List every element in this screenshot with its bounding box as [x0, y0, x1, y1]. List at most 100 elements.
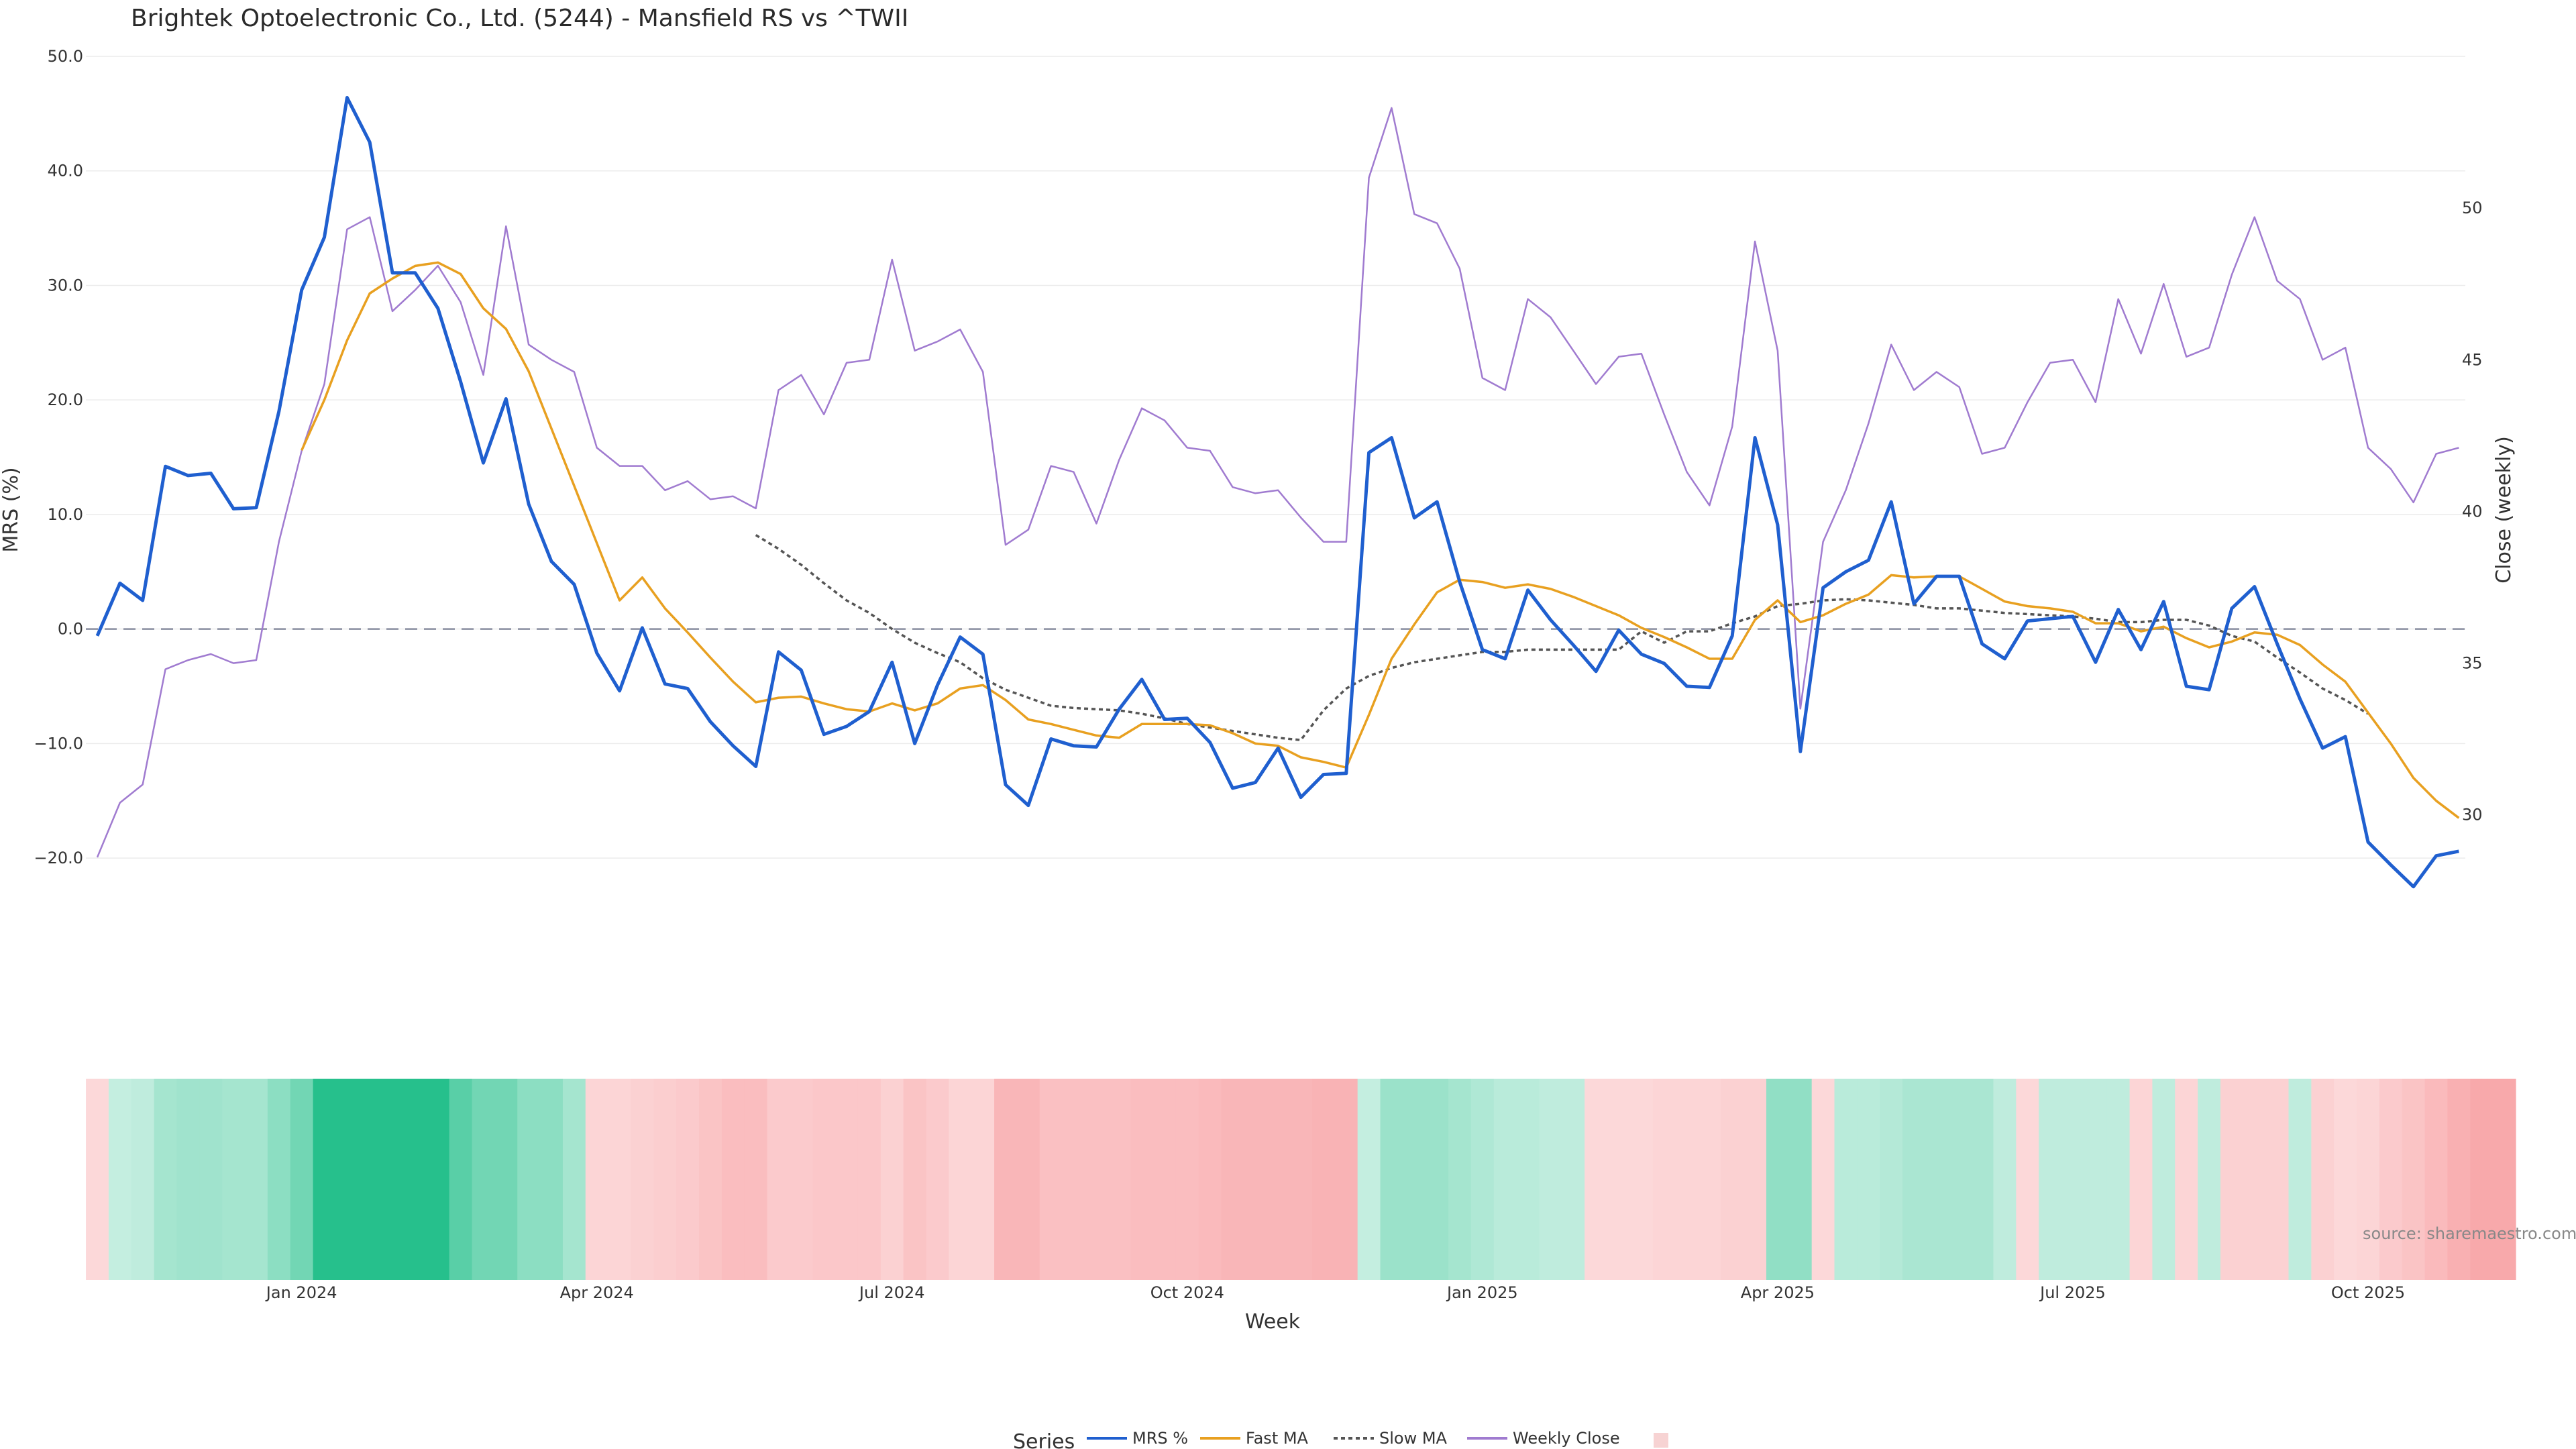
heatmap-cell [176, 1079, 200, 1280]
y2-tick-label: 50 [2462, 199, 2483, 217]
heatmap-cell [1675, 1079, 1699, 1280]
heatmap-cell [381, 1079, 405, 1280]
chart-title: Brightek Optoelectronic Co., Ltd. (5244)… [131, 5, 908, 32]
legend: MRS % Fast MA Slow MA Weekly Close [1087, 1429, 1668, 1448]
heatmap-cell [2447, 1079, 2471, 1280]
heatmap-cell [2379, 1079, 2403, 1280]
x-tick-label: Jan 2024 [265, 1283, 337, 1302]
heatmap-cell [2039, 1079, 2062, 1280]
series-line-weekly-close [96, 107, 2459, 858]
legend-label: Weekly Close [1513, 1429, 1620, 1448]
heatmap-cell [971, 1079, 995, 1280]
heatmap-cell [1062, 1079, 1086, 1280]
series-line-mrs [95, 96, 2459, 889]
heatmap-cell [403, 1079, 427, 1280]
heatmap-cell [699, 1079, 722, 1280]
heatmap-cell [86, 1079, 109, 1280]
legend-label: Fast MA [1246, 1429, 1309, 1448]
y-tick-label: 10.0 [48, 505, 83, 524]
heatmap-cell [2470, 1079, 2493, 1280]
heatmap-cell [676, 1079, 700, 1280]
heatmap-cell [290, 1079, 314, 1280]
heatmap-cell [949, 1079, 972, 1280]
heatmap-cell [1811, 1079, 1835, 1280]
heatmap-cell [540, 1079, 564, 1280]
heatmap-cell [2357, 1079, 2380, 1280]
heatmap-cell [494, 1079, 518, 1280]
heatmap-cell [2016, 1079, 2039, 1280]
heatmap-cell [1857, 1079, 1880, 1280]
y-axis-ticks: 50.0 40.0 30.0 20.0 10.0 0.0 −10.0 −20.0 [34, 47, 83, 867]
x-tick-label: Oct 2024 [1150, 1283, 1224, 1302]
heatmap-cell [313, 1079, 337, 1280]
heatmap-cell [1289, 1079, 1313, 1280]
heatmap-cell [721, 1079, 745, 1280]
heatmap-cell [1039, 1079, 1063, 1280]
heatmap-cell [1698, 1079, 1721, 1280]
heatmap-cell [2424, 1079, 2449, 1280]
heatmap-cell [154, 1079, 178, 1280]
y2-axis-ticks: 50 45 40 35 30 [2462, 199, 2483, 824]
y2-tick-label: 30 [2462, 806, 2483, 824]
heatmap-cell [631, 1079, 654, 1280]
heatmap-cell [426, 1079, 450, 1280]
heatmap-cell [1925, 1079, 1949, 1280]
heatmap-cell [812, 1079, 836, 1280]
heatmap-cell [1652, 1079, 1676, 1280]
heatmap-cell [857, 1079, 881, 1280]
heatmap-strip [86, 1079, 2516, 1280]
y-tick-label: 0.0 [58, 620, 83, 639]
heatmap-cell [1221, 1079, 1245, 1280]
heatmap-cell [517, 1079, 541, 1280]
heatmap-cell [1539, 1079, 1562, 1280]
heatmap-cell [1585, 1079, 1608, 1280]
heatmap-cell [2334, 1079, 2357, 1280]
y2-axis-title: Close (weekly) [2492, 436, 2516, 584]
heatmap-cell [1902, 1079, 1926, 1280]
heatmap-cell [2265, 1079, 2290, 1280]
heatmap-cell [608, 1079, 632, 1280]
heatmap-cell [199, 1079, 223, 1280]
heatmap-cell [2152, 1079, 2176, 1280]
y-tick-label: 40.0 [48, 162, 83, 180]
heatmap-cell [790, 1079, 813, 1280]
heatmap-cell [1470, 1079, 1495, 1280]
heatmap-cell [653, 1079, 677, 1280]
heatmap-cell [926, 1079, 949, 1280]
heatmap-cell [1175, 1079, 1199, 1280]
heatmap-cell [1993, 1079, 2017, 1280]
y-tick-label: 20.0 [48, 390, 83, 409]
heatmap-cell [562, 1079, 586, 1280]
heatmap-cell [1970, 1079, 1994, 1280]
heatmap-cell [1380, 1079, 1403, 1280]
heatmap-cell [1880, 1079, 1903, 1280]
heatmap-cell [1130, 1079, 1154, 1280]
legend-title: Series [1013, 1430, 1075, 1449]
heatmap-cell [1947, 1079, 1972, 1280]
heatmap-cell [1629, 1079, 1654, 1280]
heatmap-cell [245, 1079, 268, 1280]
heatmap-cell [1743, 1079, 1767, 1280]
heatmap-cell [335, 1079, 359, 1280]
series-line-fast-ma [301, 261, 2460, 819]
legend-swatch [1654, 1433, 1668, 1448]
y-tick-label: −20.0 [34, 849, 83, 867]
heatmap-cell [767, 1079, 791, 1280]
x-axis-title: Week [1245, 1310, 1301, 1334]
heatmap-cell [1403, 1079, 1426, 1280]
y-tick-label: 50.0 [48, 47, 83, 66]
heatmap-cell [2061, 1079, 2085, 1280]
heatmap-cell [358, 1079, 382, 1280]
heatmap-cell [1198, 1079, 1222, 1280]
y-tick-label: 30.0 [48, 276, 83, 294]
heatmap-cell [222, 1079, 246, 1280]
heatmap-cell [2402, 1079, 2426, 1280]
heatmap-cell [2175, 1079, 2198, 1280]
heatmap-cell [880, 1079, 904, 1280]
heatmap-cell [1016, 1079, 1040, 1280]
heatmap-cell [2084, 1079, 2108, 1280]
heatmap-cell [2220, 1079, 2244, 1280]
heatmap-cell [1426, 1079, 1449, 1280]
heatmap-cell [1766, 1079, 1790, 1280]
y2-tick-label: 45 [2462, 350, 2483, 369]
